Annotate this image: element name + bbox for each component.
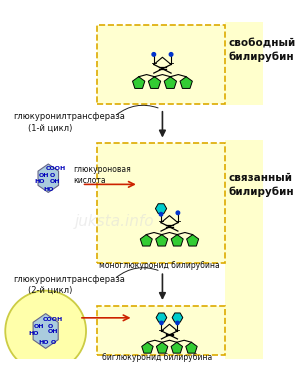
Polygon shape <box>142 342 153 353</box>
Text: COOH: COOH <box>43 316 63 321</box>
Polygon shape <box>172 313 183 322</box>
Text: O: O <box>50 173 55 178</box>
Text: глюкуронилтрансфераза: глюкуронилтрансфераза <box>13 112 125 121</box>
Circle shape <box>152 53 155 56</box>
Text: связанный: связанный <box>228 173 292 183</box>
FancyBboxPatch shape <box>97 143 225 263</box>
Polygon shape <box>156 342 168 353</box>
Text: моноглюкуронид билирубина: моноглюкуронид билирубина <box>99 261 220 270</box>
Text: глюкуронилтрансфераза: глюкуронилтрансфераза <box>13 275 125 284</box>
Polygon shape <box>171 342 182 353</box>
Circle shape <box>176 211 180 215</box>
Text: OH: OH <box>39 173 49 178</box>
Polygon shape <box>164 77 176 88</box>
Text: HO: HO <box>35 179 45 184</box>
Polygon shape <box>156 235 168 246</box>
Circle shape <box>160 321 163 324</box>
Text: биглюкуронид билирубина: биглюкуронид билирубина <box>102 353 212 362</box>
Polygon shape <box>155 204 167 214</box>
Text: кислота: кислота <box>73 176 106 185</box>
Text: свободный: свободный <box>228 39 295 49</box>
Polygon shape <box>140 235 152 246</box>
Text: OH: OH <box>34 324 44 329</box>
Polygon shape <box>156 313 167 322</box>
FancyBboxPatch shape <box>97 306 225 355</box>
Text: билирубин: билирубин <box>228 52 294 62</box>
FancyBboxPatch shape <box>225 141 263 359</box>
Polygon shape <box>148 77 161 88</box>
Text: HO: HO <box>29 331 39 336</box>
Text: O: O <box>51 341 56 346</box>
Text: OH: OH <box>48 329 58 334</box>
Polygon shape <box>33 314 58 348</box>
Circle shape <box>169 53 173 56</box>
Text: juksta.info: juksta.info <box>75 214 154 228</box>
Circle shape <box>176 321 179 324</box>
Circle shape <box>5 291 86 371</box>
Text: (1-й цикл): (1-й цикл) <box>28 124 72 133</box>
Polygon shape <box>186 342 197 353</box>
Polygon shape <box>180 77 192 88</box>
Circle shape <box>159 212 163 216</box>
Text: O: O <box>48 324 53 329</box>
Text: билирубин: билирубин <box>228 186 294 197</box>
Polygon shape <box>38 164 59 192</box>
Text: (2-й цикл): (2-й цикл) <box>28 286 72 295</box>
Text: глюкуроновая: глюкуроновая <box>73 165 131 174</box>
Polygon shape <box>171 235 183 246</box>
Polygon shape <box>132 77 145 88</box>
Text: COOH: COOH <box>46 166 66 171</box>
Text: HO: HO <box>38 341 48 346</box>
FancyBboxPatch shape <box>225 22 263 105</box>
Polygon shape <box>187 235 199 246</box>
Text: HO: HO <box>44 187 54 192</box>
FancyBboxPatch shape <box>97 25 225 104</box>
Text: OH: OH <box>50 179 60 184</box>
